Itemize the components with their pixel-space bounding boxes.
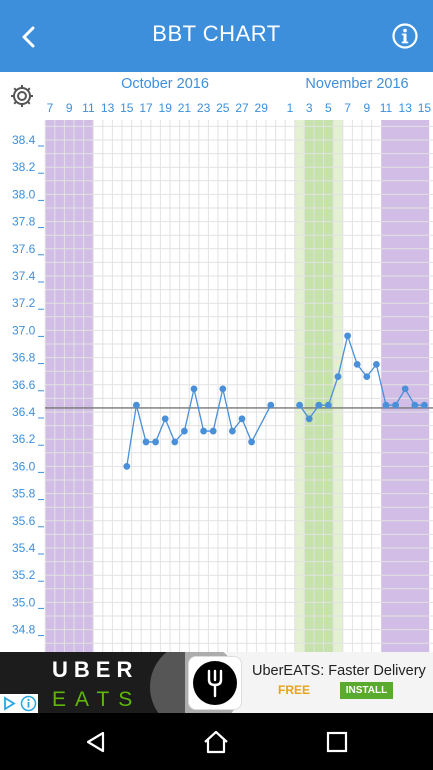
temperature-point [373,361,380,368]
ad-badges [0,694,38,713]
x-tick-label: 9 [363,101,370,115]
system-nav-bar [0,713,433,770]
ad-choices-icon[interactable] [1,695,18,712]
temperature-point [171,438,179,446]
temperature-point [305,415,313,423]
y-tick-label: 35.8 [12,487,36,501]
temperature-point [219,385,227,393]
y-tick-label: 37.8 [12,215,36,229]
temperature-point [142,438,150,446]
temperature-point [229,427,236,435]
page-title: BBT CHART [152,21,281,46]
y-tick-label: 38.4 [12,133,36,147]
temperature-point [123,463,131,470]
temperature-point [315,401,323,409]
x-tick-label: 19 [159,101,173,115]
x-tick-label: 29 [255,101,269,115]
ad-app-logo[interactable] [188,656,242,710]
ad-info-icon[interactable] [20,695,37,712]
x-tick-label: 13 [399,101,413,115]
ad-title: UberEATS: Faster Delivery [252,663,426,679]
y-tick-label: 36.8 [12,351,36,365]
fork-icon [207,669,223,698]
y-tick-label: 35.2 [12,568,36,582]
y-tick-label: 34.8 [12,623,36,637]
temperature-point [238,415,246,423]
temperature-point [296,401,303,409]
ad-banner[interactable]: UBER EATS UberEATS: Faster Delivery FREE… [0,652,433,713]
x-tick-label: 11 [82,101,95,115]
temperature-point [152,438,160,446]
temperature-point [382,401,390,409]
temperature-point [325,401,332,409]
nav-back-icon[interactable] [82,727,112,757]
month-labels: October 2016 November 2016 [121,76,409,92]
x-axis-labels: 7 9 11 13 15 17 19 21 23 25 27 29 1 3 5 7 9 11 13 15 [47,101,432,115]
y-tick-label: 37.2 [12,296,36,310]
temperature-point [363,373,371,381]
y-tick-label: 36.4 [12,405,36,419]
x-tick-label: 23 [197,101,211,115]
period-band [45,120,94,652]
temperature-point [161,415,169,423]
temperature-point [334,373,342,381]
app-bar: BBT CHART [0,0,433,72]
temperature-point [133,401,140,409]
y-tick-label: 35.6 [12,514,36,528]
ad-price: FREE [278,683,311,697]
month-label: October 2016 [121,76,209,92]
temperature-point [248,438,256,446]
y-tick-label: 37.6 [12,242,36,256]
y-tick-label: 37.4 [12,269,36,283]
x-tick-label: 21 [178,101,192,115]
temperature-point [200,427,208,435]
fertile-band [333,120,343,652]
x-tick-label: 7 [47,101,54,115]
install-button[interactable]: INSTALL [340,682,393,699]
y-tick-label: 36.6 [12,378,36,392]
ad-brand-bottom: EATS [52,688,142,711]
back-arrow-icon[interactable] [14,22,44,52]
y-tick-label: 37.0 [12,323,36,337]
y-tick-label: 36.2 [12,432,36,446]
x-tick-label: 11 [380,101,393,115]
temperature-point [411,401,419,409]
fertile-peak-band [304,120,334,652]
x-tick-label: 7 [344,101,351,115]
nav-recents-icon[interactable] [322,727,352,757]
chart-grid [44,120,433,652]
x-tick-label: 15 [418,101,432,115]
settings-gear-icon[interactable] [9,83,35,109]
temperature-point [344,332,351,340]
temperature-point [190,385,198,393]
y-tick-label: 36.0 [12,459,36,473]
ad-brand-top: UBER [52,657,139,682]
x-tick-label: 3 [306,101,313,115]
temperature-point [392,401,399,409]
x-tick-label: 1 [287,101,294,115]
x-tick-label: 17 [139,101,153,115]
temperature-point [401,385,409,393]
nav-home-icon[interactable] [201,727,231,757]
x-tick-label: 27 [235,101,249,115]
temperature-point [209,427,217,435]
y-tick-label: 35.4 [12,541,36,555]
y-axis-labels: 38.4 38.2 38.0 37.8 37.6 37.4 37.2 37.0 36.8 36.6… [12,133,44,637]
y-tick-label: 35.0 [12,595,36,609]
x-tick-label: 9 [66,101,73,115]
x-tick-label: 15 [120,101,134,115]
temperature-point [353,361,361,368]
x-tick-label: 13 [101,101,115,115]
info-icon[interactable] [391,22,419,50]
y-tick-label: 38.2 [12,160,36,174]
month-label: November 2016 [305,76,408,92]
temperature-series [123,332,428,470]
temperature-point [267,401,275,409]
y-tick-label: 38.0 [12,187,36,201]
x-tick-label: 5 [325,101,332,115]
bbt-chart: October 2016 November 2016 7 9 11 13 15 17 19 21… [12,76,433,652]
temperature-point [421,401,428,409]
x-tick-label: 25 [216,101,230,115]
temperature-point [181,427,188,435]
